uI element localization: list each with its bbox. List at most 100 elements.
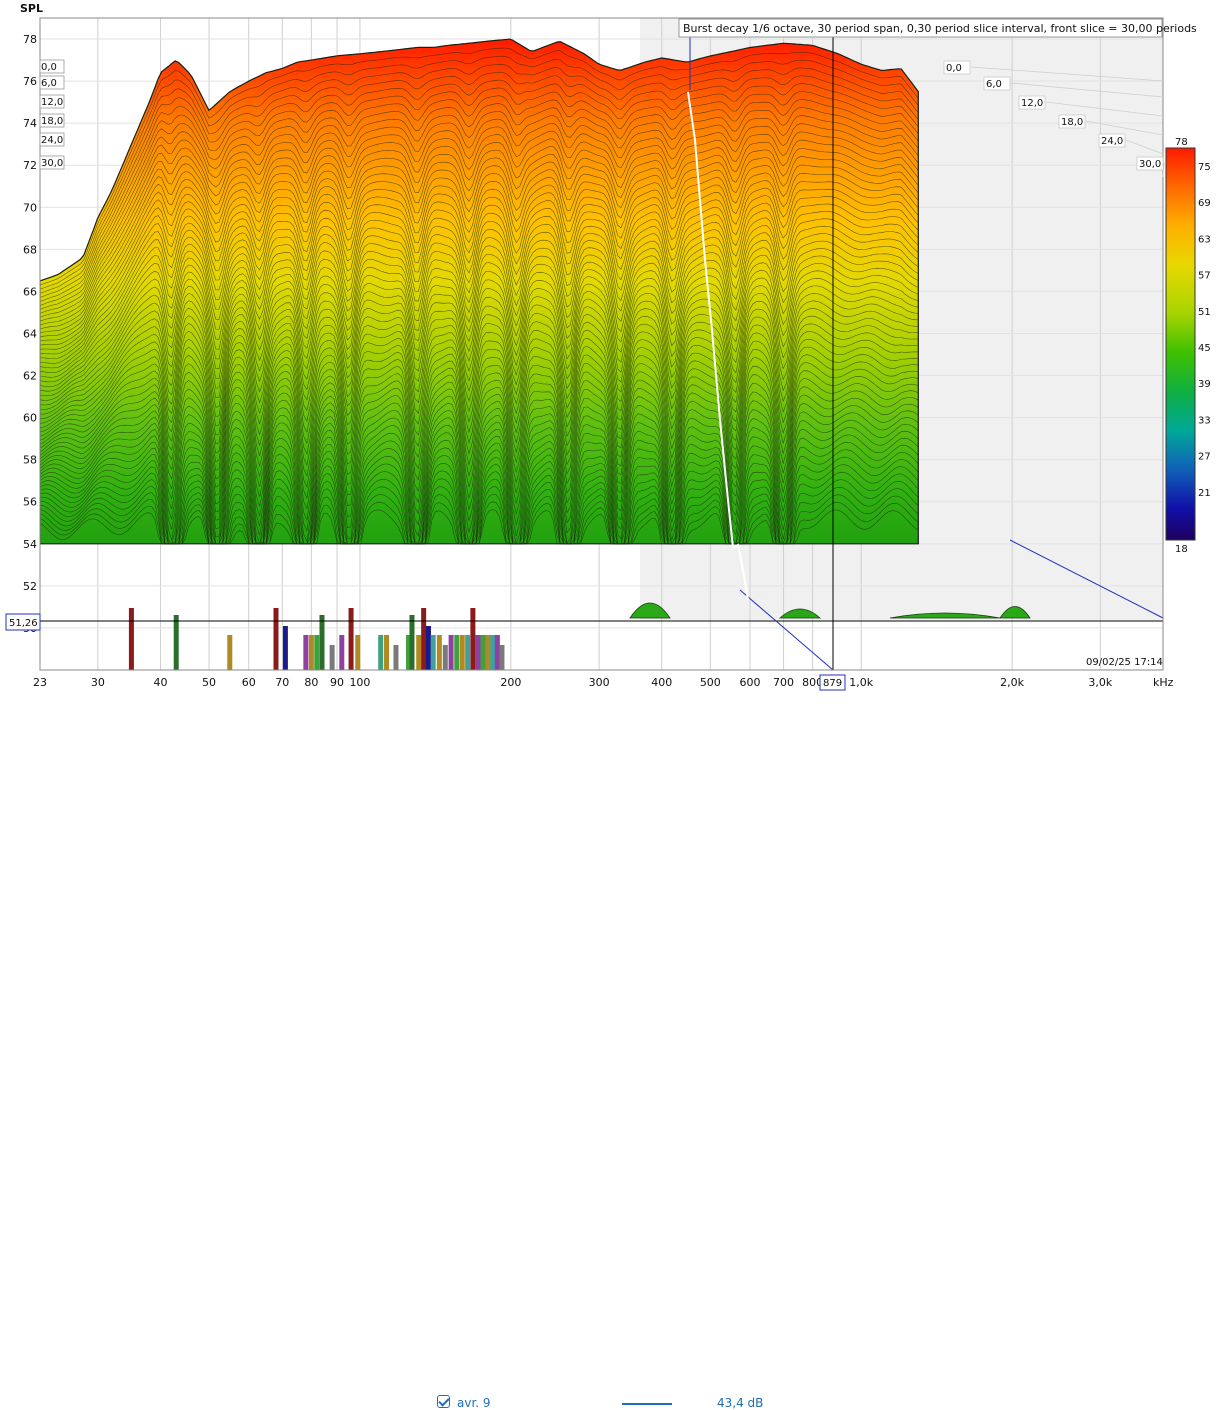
x-tick-label: 80 bbox=[304, 676, 318, 689]
slice-line bbox=[40, 188, 919, 359]
color-scale-label: 69 bbox=[1198, 198, 1211, 209]
x-tick-label: 70 bbox=[275, 676, 289, 689]
slice-line bbox=[40, 79, 919, 302]
legend-checkbox[interactable] bbox=[437, 1395, 450, 1408]
y-axis-ticks: 787674727068666462605856545250 bbox=[23, 33, 37, 635]
bar bbox=[348, 608, 354, 670]
bar bbox=[128, 608, 134, 670]
period-label-box bbox=[1058, 114, 1086, 129]
bar bbox=[282, 626, 288, 670]
period-label: 12,0 bbox=[1021, 98, 1043, 109]
x-tick-label: 30 bbox=[91, 676, 105, 689]
slice-line bbox=[40, 134, 919, 330]
slice-line bbox=[40, 439, 919, 545]
period-label-box bbox=[943, 60, 971, 75]
y-tick-label: 68 bbox=[23, 243, 37, 256]
decay-lobe bbox=[778, 608, 822, 619]
color-scale-labels: 78 75 69 63 57 51 45 39 33 27 21 18 bbox=[1175, 137, 1211, 555]
bar bbox=[436, 635, 442, 670]
color-scale-label: 27 bbox=[1198, 452, 1211, 463]
slice-line bbox=[40, 87, 919, 306]
slice-line bbox=[40, 149, 919, 338]
slice-line bbox=[40, 323, 919, 445]
legend-series-value: 43,4 dB bbox=[717, 1396, 764, 1410]
x-tick-label: 300 bbox=[589, 676, 610, 689]
bar bbox=[421, 608, 427, 670]
y-tick-label: 78 bbox=[23, 33, 37, 46]
cursor-x-box[interactable] bbox=[819, 674, 846, 691]
slice-line bbox=[40, 455, 919, 545]
slice-line bbox=[40, 308, 919, 429]
period-guide-line bbox=[1125, 139, 1164, 155]
bar bbox=[339, 635, 345, 670]
waterfall-chart: 78 76 74 72 70 68 66 64 62 60 58 56 54 52 50 23 30 40 50 6… bbox=[5, 2, 1211, 691]
white-trace bbox=[687, 91, 749, 601]
bar bbox=[173, 615, 179, 670]
slice-line bbox=[40, 463, 919, 545]
bar bbox=[319, 615, 325, 670]
slice-line bbox=[40, 165, 919, 346]
slice-line bbox=[40, 212, 919, 373]
slice-line bbox=[40, 262, 919, 401]
slice-line bbox=[40, 509, 919, 545]
slice-line bbox=[40, 402, 919, 536]
period-label: 30,0 bbox=[41, 158, 63, 169]
cursor-y-box[interactable] bbox=[5, 613, 41, 631]
slice-line bbox=[40, 478, 919, 545]
period-guide-line bbox=[970, 66, 1164, 82]
period-label-box bbox=[39, 59, 65, 74]
bar bbox=[494, 635, 500, 670]
slice-line bbox=[40, 196, 919, 364]
period-label: 18,0 bbox=[41, 116, 63, 127]
slice-line bbox=[40, 228, 919, 383]
bar bbox=[416, 635, 422, 670]
period-labels-left: 0,0 6,0 12,0 18,0 24,0 30,0 bbox=[39, 59, 65, 170]
period-label: 12,0 bbox=[41, 97, 63, 108]
bar-group bbox=[128, 608, 505, 670]
timestamp: 09/02/25 17:14 bbox=[1086, 657, 1163, 668]
reference-diagonal-line bbox=[739, 589, 834, 671]
bar bbox=[454, 635, 460, 670]
bar bbox=[384, 635, 390, 670]
slice-line bbox=[40, 386, 919, 517]
bar bbox=[490, 635, 496, 670]
cursor-x-value: 879 bbox=[823, 678, 842, 689]
slice-line bbox=[40, 126, 919, 326]
x-tick-label: 500 bbox=[700, 676, 721, 689]
color-scale-label: 75 bbox=[1198, 162, 1211, 173]
y-tick-label: 58 bbox=[23, 454, 37, 467]
legend: avr. 9 43,4 dB bbox=[0, 697, 1221, 1410]
slice-line bbox=[40, 277, 919, 410]
x-tick-label: 90 bbox=[330, 676, 344, 689]
bar bbox=[442, 645, 448, 670]
slice-line bbox=[40, 245, 919, 392]
slice-line bbox=[40, 346, 919, 471]
period-guide-line bbox=[1162, 162, 1165, 178]
color-scale-label: 63 bbox=[1198, 234, 1211, 245]
period-label: 0,0 bbox=[41, 62, 57, 73]
y-tick-label: 52 bbox=[23, 580, 37, 593]
slice-line bbox=[40, 300, 919, 424]
slice-line bbox=[40, 354, 919, 480]
bar bbox=[425, 626, 431, 670]
y-tick-label: 54 bbox=[23, 538, 37, 551]
period-label: 24,0 bbox=[1101, 136, 1123, 147]
bar bbox=[273, 608, 279, 670]
period-label-box bbox=[39, 155, 65, 170]
y-tick-label: 66 bbox=[23, 285, 37, 298]
bar bbox=[480, 635, 486, 670]
period-labels-right: 0,0 6,0 12,0 18,0 24,0 30,0 bbox=[943, 60, 1165, 178]
title-box bbox=[678, 18, 1163, 38]
slice-line bbox=[40, 394, 919, 526]
slice-lines bbox=[40, 38, 919, 545]
slice-line bbox=[40, 315, 919, 436]
slice-line bbox=[40, 432, 919, 545]
y-tick-label: 64 bbox=[23, 327, 37, 340]
y-tick-label: 72 bbox=[23, 159, 37, 172]
x-tick-label: 800 bbox=[802, 676, 823, 689]
x-tick-label: 2,0k bbox=[1000, 676, 1024, 689]
cursor-y-value: 51,26 bbox=[9, 618, 38, 629]
y-tick-label: 70 bbox=[23, 201, 37, 214]
bar bbox=[378, 635, 384, 670]
x-tick-label: 60 bbox=[242, 676, 256, 689]
